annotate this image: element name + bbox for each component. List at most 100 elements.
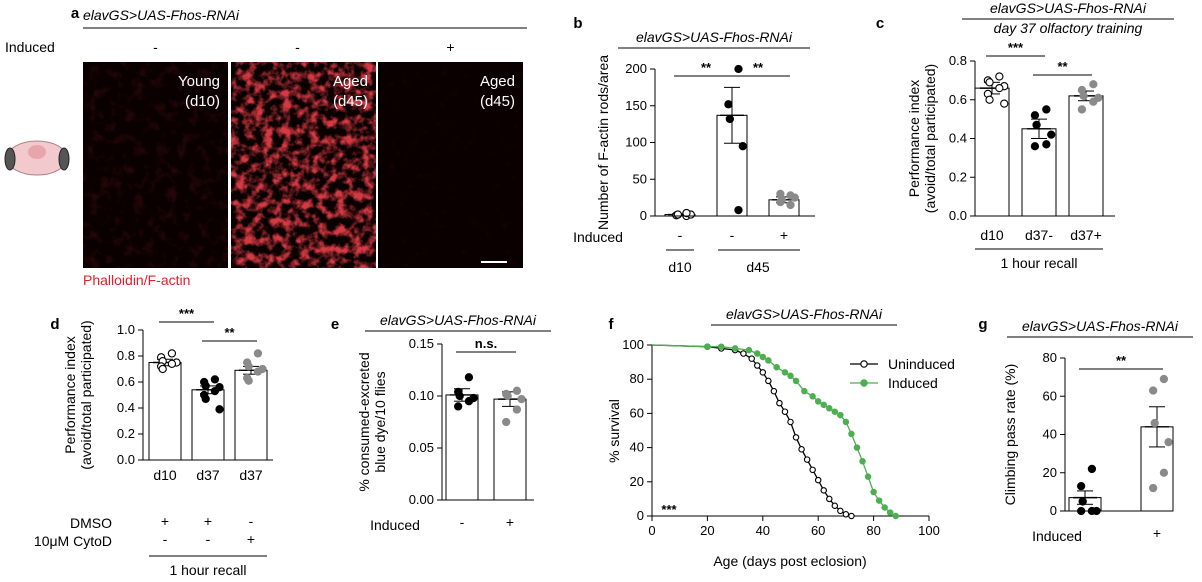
y-axis-label: Performance index bbox=[62, 336, 78, 454]
data-point bbox=[201, 381, 210, 391]
optic-lobe-right bbox=[58, 147, 70, 171]
data-point bbox=[1149, 483, 1158, 493]
treatment-row-label: DMSO bbox=[70, 515, 112, 531]
significance-label: n.s. bbox=[475, 336, 497, 351]
bar bbox=[445, 394, 479, 501]
panel-title: elavGS>UAS-Fhos-RNAi bbox=[990, 0, 1147, 16]
data-point bbox=[464, 397, 474, 406]
image-label-line2: (d45) bbox=[333, 93, 368, 110]
series-point bbox=[787, 418, 794, 426]
induced-row-label: Induced bbox=[573, 229, 623, 245]
y-axis-label: (avoid/total participated) bbox=[922, 64, 938, 213]
series-point bbox=[748, 355, 755, 362]
series-point bbox=[787, 372, 794, 380]
panel-title: elavGS>UAS-Fhos-RNAi bbox=[636, 29, 793, 45]
y-tick-label: 60 bbox=[1043, 388, 1057, 403]
y-tick-label: 40 bbox=[1043, 427, 1057, 442]
significance-label: ** bbox=[1116, 353, 1127, 368]
legend-marker bbox=[860, 379, 868, 387]
data-point bbox=[454, 402, 463, 411]
induced-sign: - bbox=[730, 227, 735, 243]
significance-label: *** bbox=[661, 502, 677, 517]
data-point bbox=[244, 362, 253, 371]
bar bbox=[493, 398, 527, 501]
series-point bbox=[765, 357, 772, 364]
data-point bbox=[502, 417, 511, 427]
category-label: d37+ bbox=[1070, 227, 1102, 243]
series-point bbox=[870, 488, 877, 496]
y-tick-label: 100 bbox=[625, 135, 647, 150]
x-tick-label: 100 bbox=[918, 523, 940, 538]
y-tick-label: 0.8 bbox=[949, 53, 967, 68]
y-tick-label: 0.2 bbox=[117, 426, 135, 441]
bar bbox=[148, 362, 182, 461]
y-tick-label: 50 bbox=[633, 171, 647, 186]
data-point bbox=[738, 142, 747, 151]
series-point bbox=[831, 408, 839, 415]
y-tick-label: 80 bbox=[630, 371, 644, 386]
data-point bbox=[1000, 99, 1009, 108]
data-point bbox=[503, 391, 512, 401]
data-point bbox=[512, 405, 522, 414]
panel-label: f bbox=[609, 316, 615, 333]
category-label: d37- bbox=[1025, 227, 1053, 243]
panel-label: a bbox=[71, 5, 80, 22]
series-line bbox=[651, 344, 897, 517]
series-point bbox=[886, 509, 894, 516]
y-tick-label: 0.15 bbox=[409, 336, 434, 351]
significance-label: ** bbox=[701, 60, 712, 75]
treatment-sign: + bbox=[161, 513, 169, 529]
category-label: d37 bbox=[196, 467, 220, 483]
induced-sign: - bbox=[460, 514, 465, 530]
data-point bbox=[512, 386, 522, 395]
y-tick-label: 40 bbox=[630, 440, 644, 455]
panel-e: e elavGS>UAS-Fhos-RNAi 0.00 0.05 0.10 0.15 % c… bbox=[331, 312, 551, 533]
series-point bbox=[809, 466, 816, 474]
significance-label: *** bbox=[1008, 40, 1024, 55]
y-tick-label: 20 bbox=[1043, 465, 1057, 480]
significance-label: ** bbox=[753, 60, 764, 75]
x-tick-label: 20 bbox=[700, 523, 714, 538]
data-point bbox=[786, 200, 795, 210]
series-point bbox=[881, 504, 888, 511]
image-label-line1: Aged bbox=[480, 73, 515, 90]
group-label: d45 bbox=[746, 259, 770, 275]
series-point bbox=[792, 377, 800, 385]
y-axis-label: (avoid/total participated) bbox=[78, 320, 94, 469]
y-tick-label: 60 bbox=[630, 405, 644, 420]
data-point bbox=[985, 95, 994, 104]
panel-title: elavGS>UAS-Fhos-RNAi bbox=[380, 312, 537, 328]
series-point bbox=[759, 353, 767, 361]
data-point bbox=[167, 349, 177, 358]
data-point bbox=[244, 376, 253, 385]
series-point bbox=[798, 446, 805, 453]
series-point bbox=[745, 346, 753, 354]
x-tick-label: 40 bbox=[756, 523, 770, 538]
data-point bbox=[1042, 105, 1051, 114]
data-point bbox=[464, 373, 474, 382]
y-tick-label: 0 bbox=[640, 208, 647, 223]
series-point bbox=[826, 405, 833, 412]
category-label: d10 bbox=[153, 467, 177, 483]
series-point bbox=[770, 387, 778, 395]
significance-label: *** bbox=[179, 306, 195, 321]
data-point bbox=[734, 64, 743, 74]
induced-row-label: Induced bbox=[370, 517, 420, 533]
x-axis-label: Age (days post eclosion) bbox=[713, 553, 866, 569]
y-tick-label: 200 bbox=[625, 61, 647, 76]
series-point bbox=[848, 512, 855, 520]
micrograph-stain bbox=[231, 62, 376, 268]
bar bbox=[1068, 95, 1104, 217]
series-point bbox=[759, 369, 767, 376]
data-point bbox=[215, 405, 224, 414]
induced-sign: - bbox=[678, 227, 683, 243]
data-point bbox=[1042, 140, 1051, 149]
panel-title: elavGS>UAS-Fhos-RNAi bbox=[726, 306, 883, 322]
category-label: d10 bbox=[980, 227, 1004, 243]
y-tick-label: 0.05 bbox=[409, 440, 434, 455]
y-tick-label: 0.8 bbox=[117, 348, 135, 363]
data-point bbox=[725, 114, 734, 124]
series-point bbox=[892, 512, 900, 520]
data-point bbox=[786, 191, 795, 200]
induced-sign: + bbox=[780, 227, 788, 243]
